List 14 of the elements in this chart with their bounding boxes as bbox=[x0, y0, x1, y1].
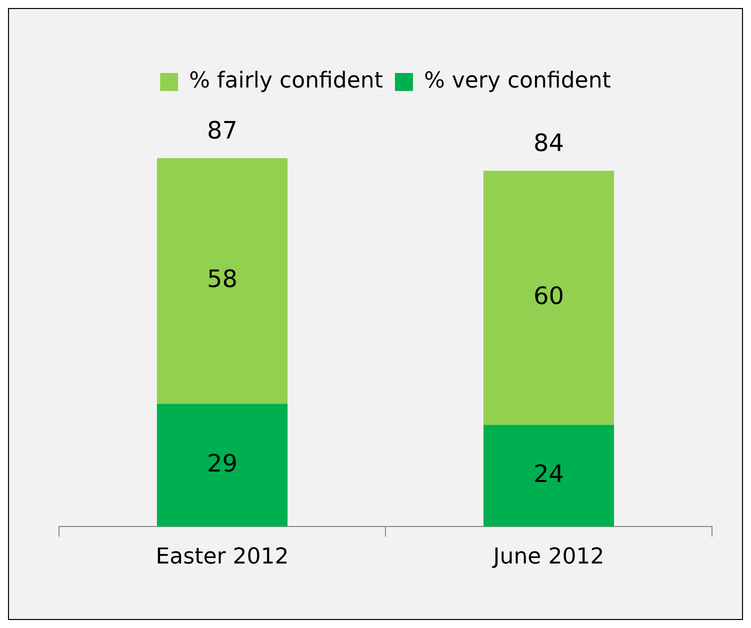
bar bbox=[156, 404, 288, 527]
x-tick-label: June 2012 bbox=[491, 544, 604, 570]
total-label: 87 bbox=[206, 116, 238, 144]
data-label: 58 bbox=[206, 265, 238, 294]
data-label: 60 bbox=[533, 282, 564, 310]
data-label: 24 bbox=[533, 460, 564, 488]
bar bbox=[483, 424, 614, 527]
bar bbox=[156, 158, 288, 404]
legend-label: % very confident bbox=[424, 68, 612, 94]
x-tick-label: Easter 2012 bbox=[156, 544, 289, 570]
data-label: 29 bbox=[206, 449, 238, 478]
bar bbox=[483, 170, 614, 425]
total-label: 84 bbox=[533, 129, 564, 158]
legend-label: % fairly confident bbox=[189, 68, 384, 94]
